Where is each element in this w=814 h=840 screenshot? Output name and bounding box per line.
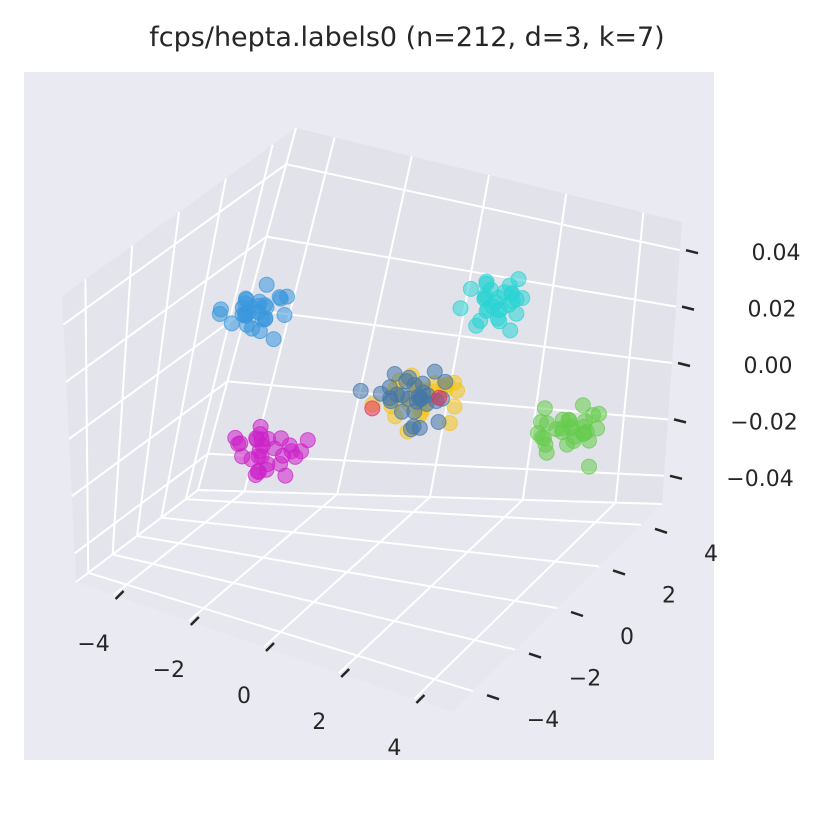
grid-x-back	[521, 193, 568, 500]
x-tick-label: 4	[387, 736, 401, 761]
tick-mark	[681, 305, 695, 311]
data-point	[437, 373, 454, 390]
tick-mark	[528, 652, 542, 659]
data-point	[566, 428, 583, 445]
x-tick-label: −4	[77, 632, 109, 657]
data-point	[381, 379, 398, 396]
data-point	[274, 447, 291, 464]
data-point	[272, 290, 289, 307]
x-tick-label: 2	[312, 710, 326, 735]
data-point	[462, 280, 479, 297]
grid-z-left	[65, 235, 268, 383]
grid-z-left	[68, 308, 248, 440]
grid-z-back	[246, 308, 673, 364]
tick-mark	[114, 590, 125, 600]
pane-floor	[76, 490, 662, 712]
data-point	[386, 366, 403, 382]
grid-x-back	[614, 212, 645, 503]
y-tick-label: −2	[569, 667, 601, 692]
grid-z-back	[285, 163, 681, 252]
z-tick-label: 0.02	[748, 298, 797, 323]
data-point	[257, 297, 273, 314]
data-point	[536, 400, 553, 417]
tick-mark	[340, 668, 351, 678]
z-tick-label: 0.00	[744, 354, 793, 379]
data-point	[502, 322, 519, 339]
data-points	[211, 271, 607, 484]
data-point	[538, 444, 555, 461]
tick-mark	[189, 616, 200, 626]
data-point	[472, 312, 489, 329]
x-tick-label: 0	[237, 684, 251, 709]
data-point	[426, 363, 443, 380]
data-point	[364, 400, 381, 417]
data-point	[412, 391, 429, 407]
grid-x-floor	[338, 499, 524, 674]
data-point	[476, 290, 493, 307]
data-point	[254, 311, 271, 328]
data-point	[574, 397, 591, 414]
data-point	[247, 467, 264, 483]
data-point	[504, 292, 521, 309]
data-point	[478, 273, 495, 290]
data-point	[501, 277, 518, 294]
tick-mark	[669, 474, 683, 481]
pane-left	[62, 128, 296, 582]
data-point	[534, 429, 551, 446]
data-point	[581, 458, 597, 475]
chart-title: fcps/hepta.labels0 (n=212, d=3, k=7)	[149, 22, 665, 53]
data-point	[211, 306, 228, 322]
y-tick-label: 0	[620, 625, 634, 650]
data-point	[273, 430, 289, 447]
data-point	[431, 389, 448, 406]
tick-mark	[415, 694, 426, 704]
data-point	[248, 431, 265, 448]
data-point	[393, 403, 410, 420]
grid-y-floor	[161, 516, 600, 568]
x-tick-label: −2	[153, 658, 185, 683]
data-point	[227, 429, 244, 446]
z-tick-label: −0.04	[726, 467, 793, 492]
data-point	[352, 382, 369, 399]
data-point	[430, 414, 447, 430]
data-point	[276, 307, 293, 323]
grid-z-back	[266, 235, 677, 308]
data-point	[589, 420, 606, 437]
grid-y-floor	[185, 498, 642, 526]
tick-mark	[654, 527, 668, 534]
data-point	[403, 421, 419, 438]
grid-y-left	[160, 178, 227, 518]
grid-y-floor	[136, 535, 558, 609]
tick-mark	[612, 569, 626, 576]
data-point	[234, 448, 251, 465]
data-point	[237, 290, 254, 307]
data-point	[452, 300, 469, 317]
tick-mark	[685, 248, 699, 255]
tick-mark	[486, 694, 500, 701]
axis-ticks	[114, 248, 699, 704]
tick-mark	[673, 418, 687, 424]
tick-mark	[570, 610, 584, 618]
z-tick-label: −0.02	[730, 410, 797, 435]
data-point	[223, 315, 240, 332]
data-point	[446, 398, 463, 415]
pane-edge	[75, 489, 199, 583]
tick-labels: −4 −2 0 2 4 −4 −2 0 2 4 −0.04 −0.02 0.00 0.02 0.04	[77, 241, 800, 761]
y-tick-label: −4	[527, 708, 559, 733]
data-point	[258, 276, 275, 293]
data-point	[532, 414, 549, 431]
pane-edge	[197, 489, 663, 505]
y-tick-label: 2	[662, 583, 676, 608]
y-tick-label: 4	[704, 542, 718, 567]
z-tick-label: 0.04	[752, 241, 801, 266]
grid-z-left	[62, 163, 287, 326]
tick-mark	[265, 642, 275, 652]
data-point	[492, 301, 509, 318]
data-point	[548, 421, 565, 438]
tick-mark	[677, 361, 691, 368]
grid-x-floor	[413, 501, 617, 700]
data-point	[265, 331, 282, 348]
